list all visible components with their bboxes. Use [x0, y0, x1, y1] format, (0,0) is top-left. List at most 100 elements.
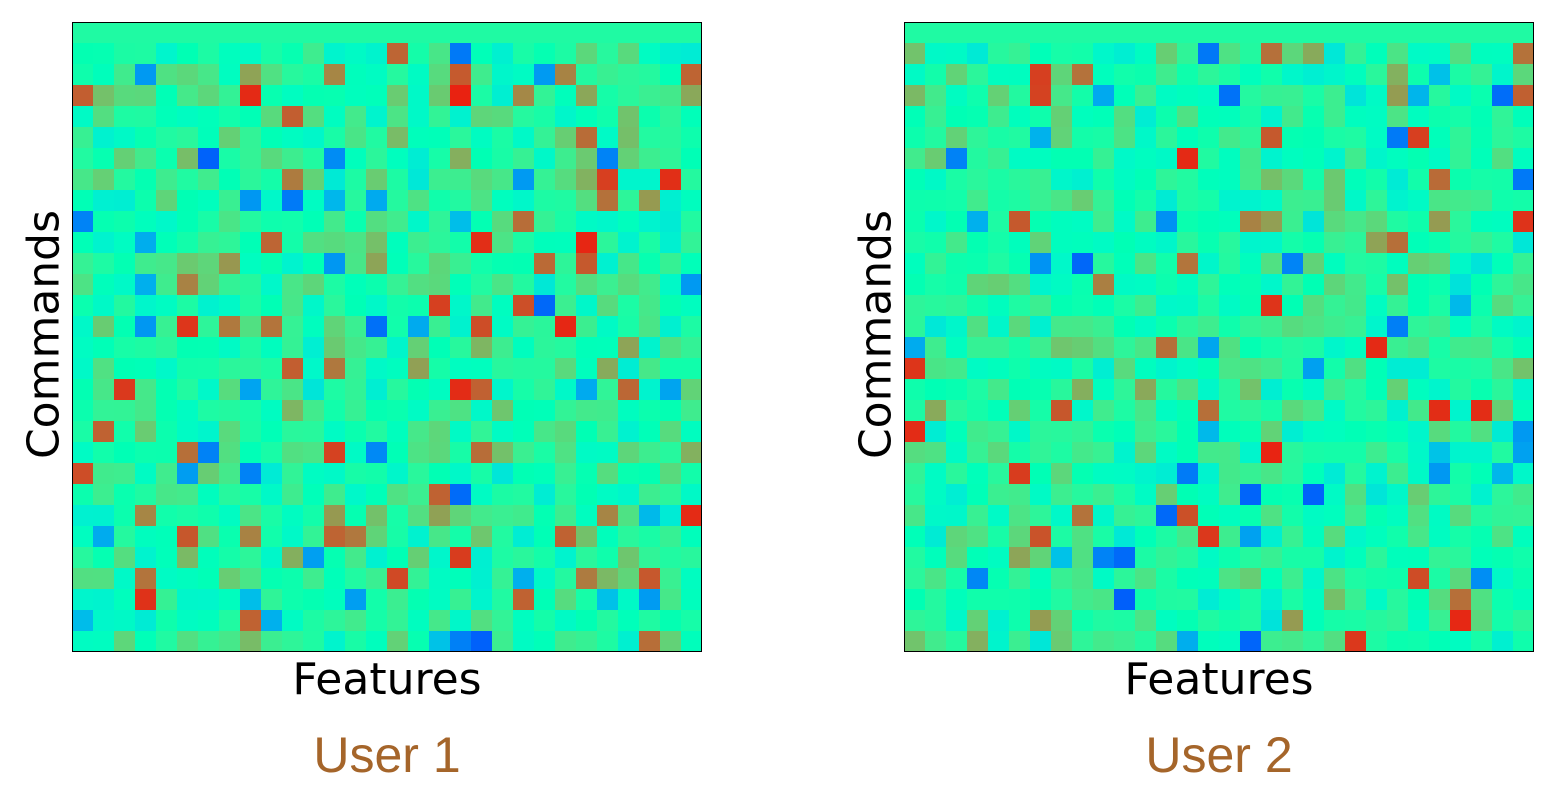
- heatmap-cell: [282, 484, 304, 506]
- heatmap-cell: [408, 547, 430, 569]
- heatmap-cell: [345, 316, 367, 338]
- heatmap-cell: [534, 169, 556, 191]
- heatmap-cell: [1492, 106, 1514, 128]
- heatmap-cell: [576, 169, 598, 191]
- heatmap-cell: [1072, 169, 1094, 191]
- heatmap-cell: [177, 421, 199, 443]
- heatmap-cell: [681, 547, 702, 569]
- heatmap-cell: [303, 316, 325, 338]
- heatmap-cell: [925, 421, 947, 443]
- heatmap-cell: [450, 169, 472, 191]
- heatmap-cell: [660, 22, 682, 44]
- heatmap-cell: [513, 526, 535, 548]
- heatmap-cell: [1471, 610, 1493, 632]
- heatmap-cell: [345, 358, 367, 380]
- heatmap-cell: [93, 358, 115, 380]
- heatmap-cell: [177, 316, 199, 338]
- heatmap-cell: [618, 85, 640, 107]
- heatmap-cell: [408, 610, 430, 632]
- heatmap-cell: [1345, 43, 1367, 65]
- heatmap-cell: [324, 232, 346, 254]
- heatmap-cell: [1072, 22, 1094, 44]
- heatmap-cell: [387, 295, 409, 317]
- heatmap-cell: [114, 253, 136, 275]
- heatmap-cell: [1282, 274, 1304, 296]
- heatmap-cell: [1051, 463, 1073, 485]
- heatmap-cell: [988, 505, 1010, 527]
- heatmap-cell: [597, 274, 619, 296]
- heatmap-cell: [93, 190, 115, 212]
- heatmap-cell: [135, 337, 157, 359]
- heatmap-cell: [576, 148, 598, 170]
- heatmap-cell: [1240, 274, 1262, 296]
- heatmap-cell: [1198, 442, 1220, 464]
- heatmap-cell: [429, 316, 451, 338]
- heatmap-cell: [513, 295, 535, 317]
- heatmap-cell: [967, 295, 989, 317]
- heatmap-cell: [1324, 358, 1346, 380]
- heatmap-cell: [198, 505, 220, 527]
- heatmap-cell: [639, 148, 661, 170]
- heatmap-cell: [597, 379, 619, 401]
- heatmap-cell: [946, 274, 968, 296]
- heatmap-cell: [1240, 211, 1262, 233]
- heatmap-cell: [1093, 211, 1115, 233]
- heatmap-cell: [681, 169, 702, 191]
- heatmap-cell: [1282, 379, 1304, 401]
- heatmap-cell: [261, 253, 283, 275]
- heatmap-cell: [1156, 610, 1178, 632]
- heatmap-cell: [324, 631, 346, 652]
- heatmap-cell: [1387, 442, 1409, 464]
- heatmap-cell: [471, 463, 493, 485]
- heatmap-cell: [1366, 526, 1388, 548]
- heatmap-cell: [1093, 589, 1115, 611]
- heatmap-cell: [1156, 232, 1178, 254]
- heatmap-cell: [261, 43, 283, 65]
- heatmap-cell: [946, 358, 968, 380]
- heatmap-cell: [492, 64, 514, 86]
- heatmap-cell: [1177, 316, 1199, 338]
- heatmap-cell: [967, 358, 989, 380]
- heatmap-cell: [1303, 106, 1325, 128]
- heatmap-cell: [324, 106, 346, 128]
- heatmap-cell: [618, 274, 640, 296]
- heatmap-cell: [1219, 589, 1241, 611]
- heatmap-cell: [1009, 484, 1031, 506]
- heatmap-cell: [576, 253, 598, 275]
- heatmap-cell: [1387, 106, 1409, 128]
- heatmap-cell: [387, 421, 409, 443]
- heatmap-cell: [1471, 484, 1493, 506]
- heatmap-cell: [597, 484, 619, 506]
- heatmap-cell: [303, 232, 325, 254]
- heatmap-cell: [1471, 547, 1493, 569]
- heatmap-cell: [198, 316, 220, 338]
- heatmap-cell: [1177, 484, 1199, 506]
- heatmap-cell: [967, 316, 989, 338]
- heatmap-cell: [1282, 610, 1304, 632]
- heatmap-cell: [1156, 358, 1178, 380]
- heatmap-cell: [219, 85, 241, 107]
- heatmap-cell: [1471, 22, 1493, 44]
- heatmap-cell: [219, 547, 241, 569]
- heatmap-cell: [156, 232, 178, 254]
- heatmap-cell: [303, 379, 325, 401]
- heatmap-cell: [1408, 589, 1430, 611]
- heatmap-cell: [408, 631, 430, 652]
- heatmap-cell: [681, 148, 702, 170]
- heatmap-cell: [387, 631, 409, 652]
- heatmap-cell: [135, 547, 157, 569]
- heatmap-cell: [1198, 232, 1220, 254]
- heatmap-cell: [1114, 85, 1136, 107]
- heatmap-cell: [261, 64, 283, 86]
- heatmap-cell: [1471, 358, 1493, 380]
- heatmap-cell: [946, 127, 968, 149]
- heatmap-cell: [1198, 106, 1220, 128]
- heatmap-cell: [639, 547, 661, 569]
- heatmap-cell: [471, 43, 493, 65]
- heatmap-cell: [135, 274, 157, 296]
- heatmap-cell: [1219, 148, 1241, 170]
- heatmap-cell: [345, 547, 367, 569]
- heatmap-cell: [988, 169, 1010, 191]
- heatmap-cell: [303, 64, 325, 86]
- heatmap-cell: [366, 631, 388, 652]
